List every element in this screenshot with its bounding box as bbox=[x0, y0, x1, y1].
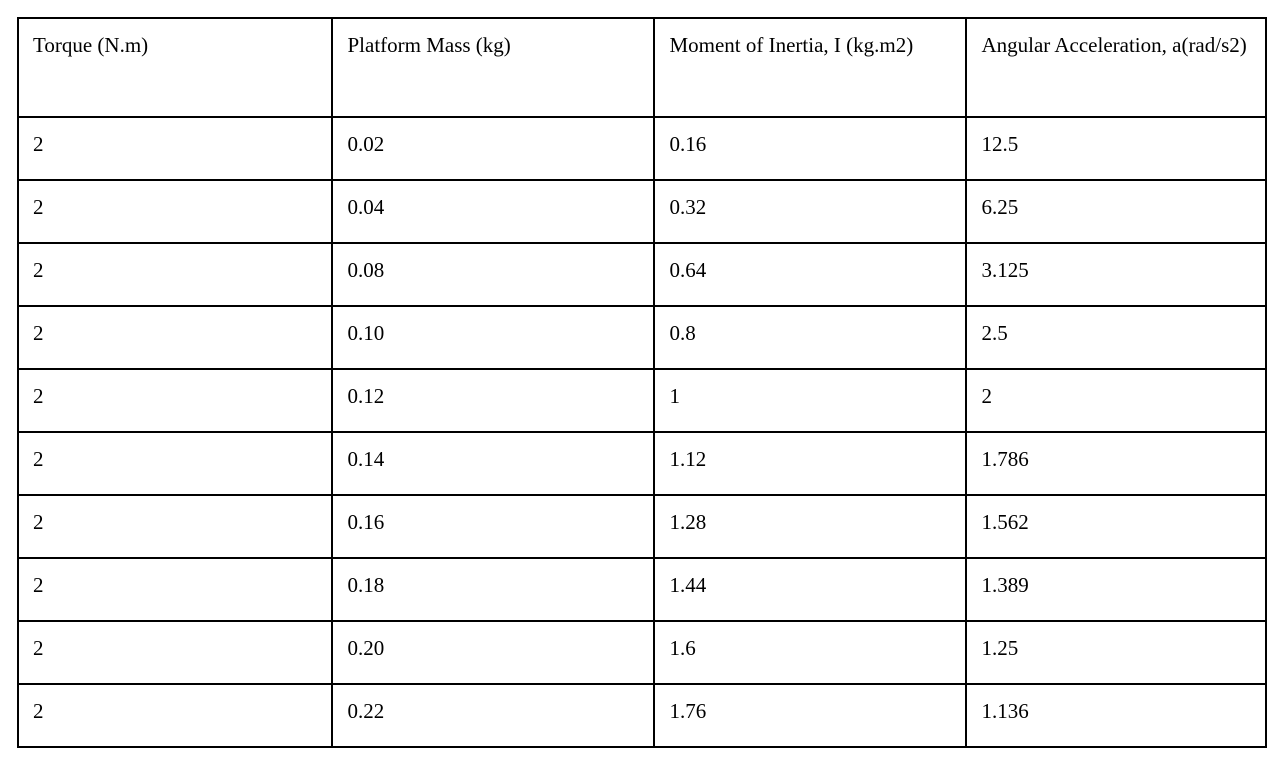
table-cell: 2 bbox=[965, 368, 1267, 433]
table-cell: 1 bbox=[653, 368, 968, 433]
table-row: 2 0.12 1 2 bbox=[16, 368, 1267, 433]
table-cell: 12.5 bbox=[965, 116, 1267, 181]
table-cell: 1.25 bbox=[965, 620, 1267, 685]
table-cell: 0.12 bbox=[331, 368, 656, 433]
column-header-platform-mass: Platform Mass (kg) bbox=[331, 17, 656, 118]
table-cell: 3.125 bbox=[965, 242, 1267, 307]
table-row: 2 0.16 1.28 1.562 bbox=[16, 494, 1267, 559]
table-cell: 1.389 bbox=[965, 557, 1267, 622]
table-cell: 6.25 bbox=[965, 179, 1267, 244]
table-row: 2 0.22 1.76 1.136 bbox=[16, 683, 1267, 748]
table-cell: 2 bbox=[16, 116, 334, 181]
table-cell: 2 bbox=[16, 494, 334, 559]
column-header-angular-acceleration: Angular Acceleration, a(rad/s2) bbox=[965, 17, 1267, 118]
table-cell: 2 bbox=[16, 431, 334, 496]
table-cell: 0.14 bbox=[331, 431, 656, 496]
table-cell: 0.32 bbox=[653, 179, 968, 244]
table-cell: 2 bbox=[16, 242, 334, 307]
table-cell: 0.10 bbox=[331, 305, 656, 370]
table-row: 2 0.18 1.44 1.389 bbox=[16, 557, 1267, 622]
table-cell: 1.786 bbox=[965, 431, 1267, 496]
data-table: Torque (N.m) Platform Mass (kg) Moment o… bbox=[16, 17, 1267, 748]
table-cell: 0.16 bbox=[653, 116, 968, 181]
table-cell: 0.08 bbox=[331, 242, 656, 307]
table-cell: 2 bbox=[16, 305, 334, 370]
table-cell: 1.136 bbox=[965, 683, 1267, 748]
table-cell: 0.02 bbox=[331, 116, 656, 181]
table-cell: 0.22 bbox=[331, 683, 656, 748]
table-row: 2 0.02 0.16 12.5 bbox=[16, 116, 1267, 181]
table-cell: 2 bbox=[16, 368, 334, 433]
table-cell: 1.12 bbox=[653, 431, 968, 496]
table-cell: 2.5 bbox=[965, 305, 1267, 370]
table-cell: 0.18 bbox=[331, 557, 656, 622]
table-row: 2 0.08 0.64 3.125 bbox=[16, 242, 1267, 307]
table-cell: 1.6 bbox=[653, 620, 968, 685]
table-cell: 2 bbox=[16, 683, 334, 748]
table-cell: 0.8 bbox=[653, 305, 968, 370]
table-cell: 1.28 bbox=[653, 494, 968, 559]
table-cell: 1.44 bbox=[653, 557, 968, 622]
table-cell: 0.04 bbox=[331, 179, 656, 244]
table-cell: 2 bbox=[16, 557, 334, 622]
table-row: 2 0.04 0.32 6.25 bbox=[16, 179, 1267, 244]
table-cell: 1.76 bbox=[653, 683, 968, 748]
table-row: 2 0.20 1.6 1.25 bbox=[16, 620, 1267, 685]
table-cell: 2 bbox=[16, 179, 334, 244]
table-row: 2 0.14 1.12 1.786 bbox=[16, 431, 1267, 496]
column-header-torque: Torque (N.m) bbox=[16, 17, 334, 118]
table-cell: 0.64 bbox=[653, 242, 968, 307]
table-cell: 1.562 bbox=[965, 494, 1267, 559]
header-row: Torque (N.m) Platform Mass (kg) Moment o… bbox=[16, 17, 1267, 118]
table-row: 2 0.10 0.8 2.5 bbox=[16, 305, 1267, 370]
table-cell: 0.20 bbox=[331, 620, 656, 685]
table-cell: 2 bbox=[16, 620, 334, 685]
table-cell: 0.16 bbox=[331, 494, 656, 559]
column-header-moment-of-inertia: Moment of Inertia, I (kg.m2) bbox=[653, 17, 968, 118]
